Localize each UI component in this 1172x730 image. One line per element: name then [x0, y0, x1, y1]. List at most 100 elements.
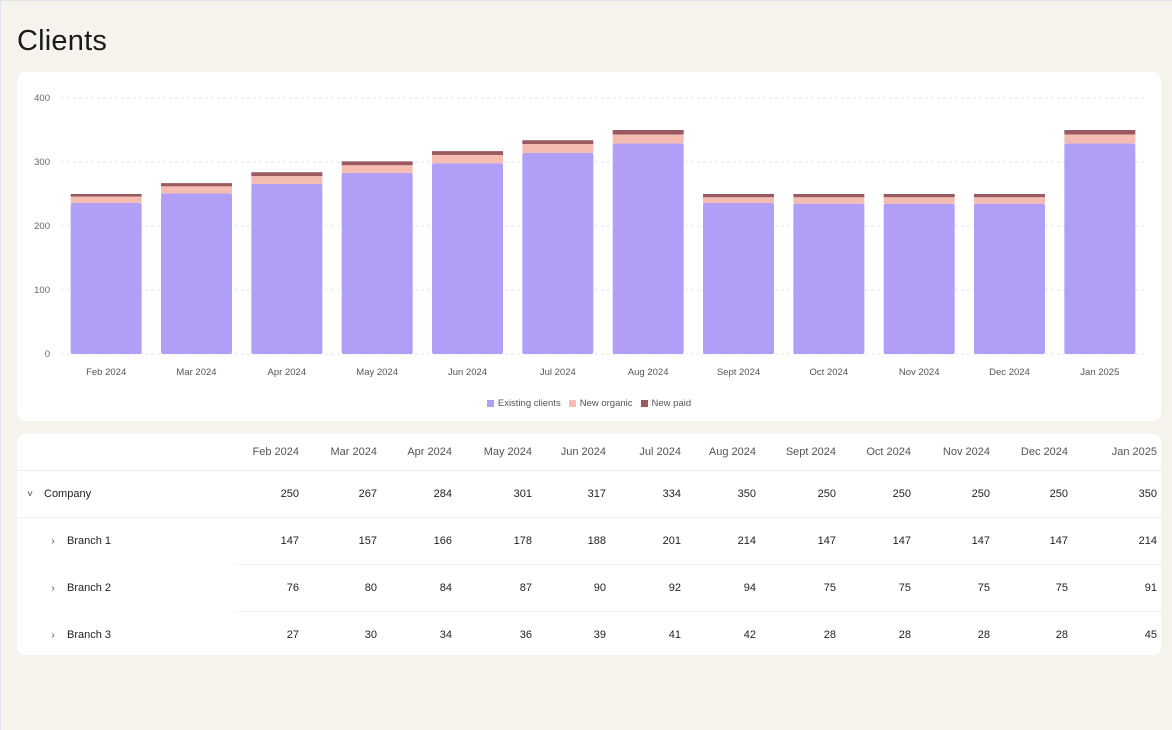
y-tick-label: 100: [34, 285, 50, 296]
table-cell: 250: [931, 470, 1010, 518]
table-cell: 27: [286, 629, 299, 641]
bar-segment-new-organic[interactable]: [522, 144, 594, 154]
legend-item-new-paid[interactable]: New paid: [640, 398, 691, 409]
table-cell: 267: [319, 470, 397, 518]
bar-segment-new-organic[interactable]: [1064, 134, 1136, 144]
bar-segment-new-paid[interactable]: [612, 130, 684, 135]
column-header[interactable]: Aug 2024: [701, 434, 776, 471]
y-tick-label: 400: [34, 93, 50, 104]
chart-legend: Existing clients New organic New paid: [17, 398, 1161, 409]
table-row-branch-1[interactable]: › Branch 1 147 157 166 178 188 201 214 1…: [17, 517, 1161, 565]
table-cell: 157: [319, 517, 397, 565]
y-tick-label: 0: [45, 349, 50, 360]
x-tick-label: Mar 2024: [176, 367, 216, 378]
bar-segment-existing-clients[interactable]: [974, 203, 1045, 354]
table-cell: 284: [397, 470, 472, 518]
bar-segment-new-paid[interactable]: [522, 140, 594, 145]
column-header[interactable]: Sept 2024: [776, 434, 856, 471]
expand-chevron-icon[interactable]: ›: [51, 629, 55, 641]
expand-chevron-icon[interactable]: ›: [51, 582, 55, 594]
table-cell: 42: [743, 629, 756, 641]
table-cell: 28: [977, 629, 990, 641]
table-row-branch-2[interactable]: › Branch 2 76 80 84 87 90 92 94 75 75 75…: [17, 564, 1161, 612]
x-tick-label: Dec 2024: [989, 367, 1030, 378]
table-cell: 36: [519, 629, 532, 641]
bar-segment-existing-clients[interactable]: [793, 203, 865, 354]
bar-segment-new-paid[interactable]: [251, 172, 323, 177]
table-row-company[interactable]: ˅ Company 250 267 284 301 317 334 350 25…: [17, 470, 1161, 518]
table-cell: 91: [1088, 564, 1161, 612]
table-cell: 350: [1088, 470, 1161, 518]
table-cell: 75: [856, 564, 931, 612]
bar-segment-new-organic[interactable]: [251, 176, 323, 184]
column-header[interactable]: May 2024: [472, 434, 552, 471]
table-cell: 39: [593, 629, 606, 641]
bar-segment-existing-clients[interactable]: [70, 202, 142, 354]
table-cell: 76: [233, 564, 319, 612]
table-cell: 84: [397, 564, 472, 612]
bar-segment-existing-clients[interactable]: [703, 202, 774, 354]
legend-label: New organic: [579, 398, 633, 409]
column-header[interactable]: Mar 2024: [319, 434, 397, 471]
bar-segment-new-organic[interactable]: [341, 165, 413, 173]
table-cell: 90: [552, 564, 626, 612]
column-header[interactable]: Dec 2024: [1010, 434, 1088, 471]
bar-segment-new-paid[interactable]: [341, 161, 413, 166]
bar-segment-new-organic[interactable]: [70, 196, 142, 203]
bar-segment-existing-clients[interactable]: [612, 143, 684, 354]
bar-segment-existing-clients[interactable]: [432, 163, 503, 354]
bar-segment-existing-clients[interactable]: [1064, 143, 1136, 354]
bar-segment-new-organic[interactable]: [612, 134, 684, 144]
legend-item-new-organic[interactable]: New organic: [568, 398, 633, 409]
bar-segment-new-paid[interactable]: [703, 194, 774, 198]
bar-segment-new-paid[interactable]: [974, 194, 1045, 198]
bar-segment-new-organic[interactable]: [161, 186, 232, 194]
row-label: Branch 2: [67, 582, 112, 594]
bar-segment-existing-clients[interactable]: [522, 153, 594, 354]
column-header[interactable]: Nov 2024: [931, 434, 1010, 471]
table-cell: 28: [1055, 629, 1068, 641]
table-cell: 317: [552, 470, 626, 518]
column-header[interactable]: Jun 2024: [552, 434, 626, 471]
table-cell: 28: [823, 629, 836, 641]
bar-segment-new-paid[interactable]: [1064, 130, 1136, 135]
legend-item-existing-clients[interactable]: Existing clients: [486, 398, 561, 409]
row-label-cell: › Branch 2: [17, 565, 233, 612]
bar-segment-new-organic[interactable]: [703, 197, 774, 203]
table-cell: 147: [856, 517, 931, 565]
bar-segment-new-paid[interactable]: [432, 151, 503, 155]
table-row-branch-3[interactable]: › Branch 3 27 30 34 36 39 41 42 28 28 28…: [17, 612, 1161, 656]
bar-segment-existing-clients[interactable]: [251, 183, 323, 354]
bar-segment-new-organic[interactable]: [793, 197, 865, 204]
table-cell: 94: [701, 564, 776, 612]
bar-segment-existing-clients[interactable]: [161, 193, 232, 354]
bar-segment-new-paid[interactable]: [793, 194, 865, 198]
collapse-chevron-icon[interactable]: ˅: [27, 488, 33, 500]
table-cell: 80: [319, 564, 397, 612]
bar-segment-new-organic[interactable]: [974, 197, 1045, 204]
row-label: Branch 1: [67, 535, 112, 547]
table-cell: 214: [1088, 517, 1161, 565]
column-header[interactable]: Jul 2024: [626, 434, 701, 471]
column-header[interactable]: Jan 2025: [1088, 434, 1161, 471]
table-cell: 350: [701, 470, 776, 518]
expand-chevron-icon[interactable]: ›: [51, 535, 55, 547]
bar-segment-new-organic[interactable]: [883, 197, 955, 204]
table-cell: 301: [472, 470, 552, 518]
bar-segment-new-paid[interactable]: [161, 183, 232, 187]
column-header[interactable]: Apr 2024: [397, 434, 472, 471]
row-label-cell: › Branch 1: [17, 518, 233, 565]
header-empty: [17, 434, 233, 471]
row-label-cell: ˅ Company: [17, 470, 233, 518]
bar-segment-new-paid[interactable]: [70, 194, 142, 197]
table-cell: 75: [776, 564, 856, 612]
bar-segment-new-organic[interactable]: [432, 154, 503, 164]
bar-segment-new-paid[interactable]: [883, 194, 955, 198]
column-header[interactable]: Feb 2024: [233, 434, 319, 471]
x-tick-label: Sept 2024: [717, 367, 760, 378]
bar-segment-existing-clients[interactable]: [883, 203, 955, 354]
column-header[interactable]: Oct 2024: [856, 434, 931, 471]
x-tick-label: Feb 2024: [86, 367, 126, 378]
bar-segment-existing-clients[interactable]: [341, 172, 413, 354]
table-cell: 75: [1010, 564, 1088, 612]
